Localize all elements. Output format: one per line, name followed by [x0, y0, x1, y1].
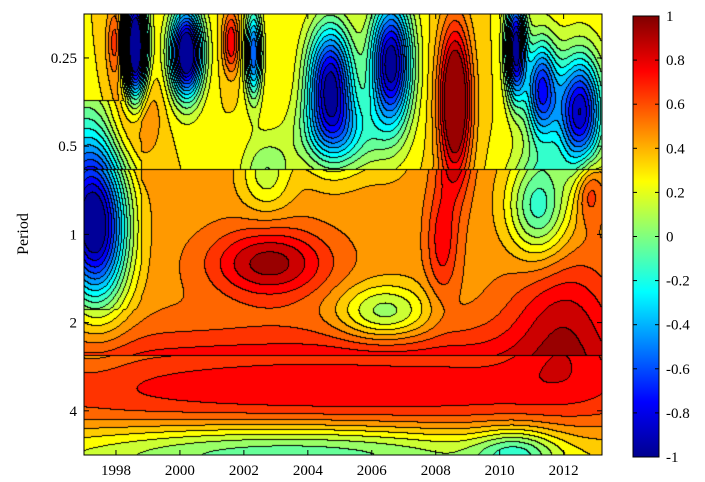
colorbar-tick-label: 0 [666, 230, 674, 246]
colorbar: 1 0.8 0.6 0.4 0.2 0 -0.2 -0.4 -0.6 -0.8 -1 [632, 9, 690, 466]
colorbar-tick-label: -0.8 [666, 406, 690, 422]
x-tick-label: 2010 [485, 463, 515, 479]
y-axis: 0.25 0.5 1 2 4 [51, 51, 602, 420]
colorbar-tick-label: 0.4 [666, 141, 685, 157]
heatmap-image [84, 14, 602, 455]
x-tick-label: 2000 [165, 463, 195, 479]
colorbar-scale [632, 15, 660, 458]
y-axis-label: Period [15, 213, 32, 255]
x-tick-label: 2002 [229, 463, 259, 479]
x-tick-label: 2008 [421, 463, 451, 479]
y-tick-label: 1 [70, 227, 78, 243]
y-tick-label: 4 [70, 404, 78, 420]
colorbar-tick-label: -0.4 [666, 318, 690, 334]
colorbar-tick-label: 0.6 [666, 97, 685, 113]
y-tick-label: 0.5 [58, 139, 77, 155]
colorbar-tick-label: -1 [666, 450, 679, 466]
x-tick-label: 2006 [357, 463, 388, 479]
x-axis: 1998 2000 2002 2004 2006 2008 2010 2012 [101, 14, 579, 479]
colorbar-ticks: 1 0.8 0.6 0.4 0.2 0 -0.2 -0.4 -0.6 -0.8 -1 [633, 9, 690, 466]
colorbar-tick-label: -0.2 [666, 274, 690, 290]
colorbar-tick-label: 1 [666, 9, 674, 25]
colorbar-tick-label: -0.6 [666, 362, 690, 378]
y-tick-label: 2 [70, 316, 78, 332]
plot-area [83, 13, 603, 456]
colorbar-tick-label: 0.2 [666, 185, 685, 201]
x-tick-label: 2012 [549, 463, 579, 479]
x-tick-label: 1998 [101, 463, 131, 479]
y-tick-label: 0.25 [51, 51, 77, 67]
x-tick-label: 2004 [293, 463, 324, 479]
colorbar-tick-label: 0.8 [666, 53, 685, 69]
